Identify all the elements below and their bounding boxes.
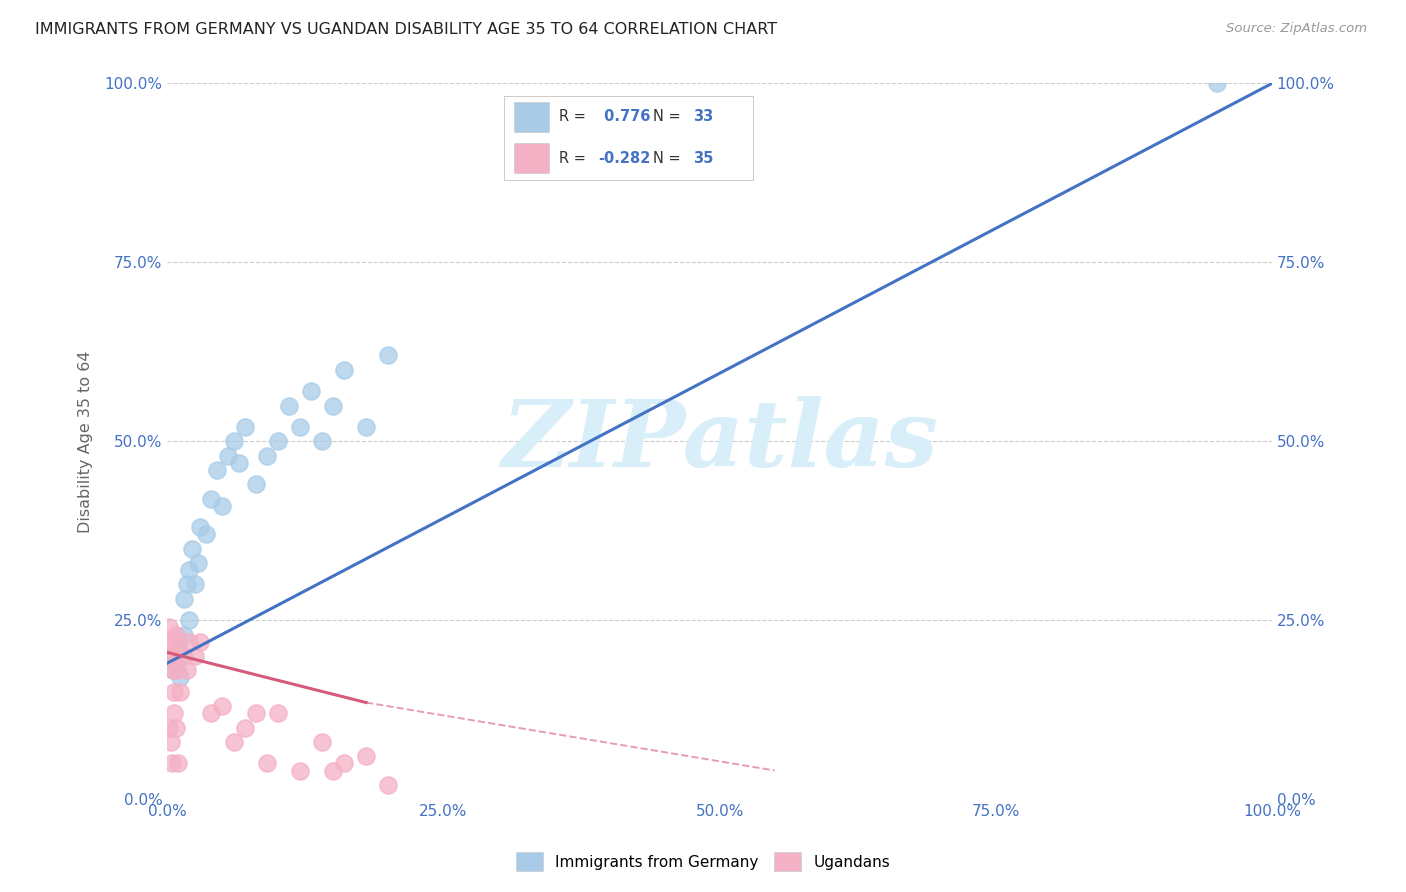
Point: [165, 627, 187, 641]
Point: [167, 756, 190, 771]
Point: [173, 591, 195, 606]
Point: [222, 434, 245, 449]
Point: [176, 577, 198, 591]
Point: [222, 735, 245, 749]
Point: [233, 721, 256, 735]
Point: [179, 613, 201, 627]
Point: [277, 399, 299, 413]
Point: [163, 648, 186, 663]
Point: [169, 671, 191, 685]
Point: [299, 384, 322, 399]
Point: [217, 449, 239, 463]
Point: [167, 641, 190, 656]
Point: [267, 706, 290, 721]
Point: [205, 463, 228, 477]
Point: [179, 634, 201, 648]
Point: [1205, 77, 1227, 91]
Point: [200, 706, 222, 721]
Point: [211, 699, 233, 714]
Point: [333, 756, 356, 771]
Point: [354, 749, 377, 764]
Point: [322, 764, 344, 778]
Point: [159, 721, 181, 735]
Point: [159, 620, 181, 634]
Point: [165, 656, 187, 670]
Point: [166, 663, 188, 677]
Point: [288, 764, 311, 778]
Point: [190, 520, 212, 534]
Point: [354, 420, 377, 434]
Point: [167, 634, 190, 648]
Point: [377, 778, 399, 792]
Point: [165, 721, 187, 735]
Point: [162, 663, 184, 677]
Point: [163, 706, 186, 721]
Point: [333, 362, 356, 376]
Point: [245, 477, 267, 491]
Point: [377, 348, 399, 362]
Point: [288, 420, 311, 434]
Point: [159, 735, 181, 749]
Point: [256, 449, 278, 463]
Point: [194, 527, 217, 541]
Point: [245, 706, 267, 721]
Point: [256, 756, 278, 771]
Point: [311, 434, 333, 449]
Point: [200, 491, 222, 506]
Point: [267, 434, 290, 449]
Point: [163, 685, 186, 699]
Point: [157, 634, 180, 648]
Point: [159, 648, 181, 663]
Legend: Immigrants from Germany, Ugandans: Immigrants from Germany, Ugandans: [509, 847, 897, 877]
Text: IMMIGRANTS FROM GERMANY VS UGANDAN DISABILITY AGE 35 TO 64 CORRELATION CHART: IMMIGRANTS FROM GERMANY VS UGANDAN DISAB…: [35, 22, 778, 37]
Text: ZIPatlas: ZIPatlas: [501, 396, 938, 486]
Point: [162, 663, 184, 677]
Point: [190, 634, 212, 648]
Point: [176, 663, 198, 677]
Point: [173, 627, 195, 641]
Point: [169, 685, 191, 699]
Point: [180, 541, 202, 556]
Point: [184, 648, 207, 663]
Point: [173, 648, 195, 663]
Point: [322, 399, 344, 413]
Y-axis label: Disability Age 35 to 64: Disability Age 35 to 64: [79, 350, 93, 533]
Point: [184, 577, 207, 591]
Point: [228, 456, 250, 470]
Point: [233, 420, 256, 434]
Point: [211, 499, 233, 513]
Point: [187, 556, 209, 570]
Point: [179, 563, 201, 577]
Text: Source: ZipAtlas.com: Source: ZipAtlas.com: [1226, 22, 1367, 36]
Point: [311, 735, 333, 749]
Point: [162, 634, 184, 648]
Point: [160, 756, 183, 771]
